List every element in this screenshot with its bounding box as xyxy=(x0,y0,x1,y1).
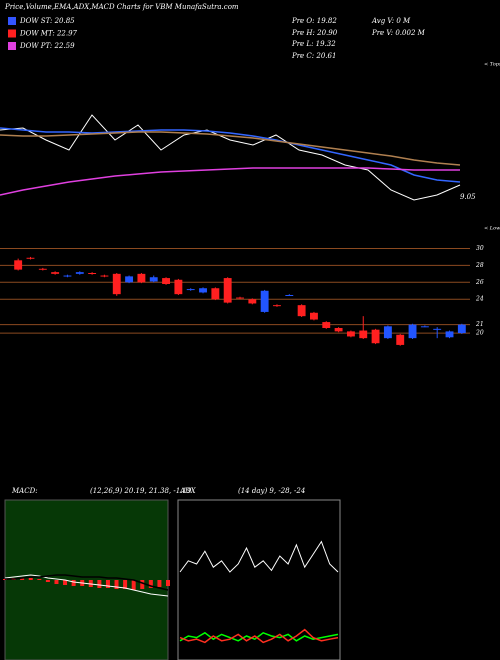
panel-title: MACD: xyxy=(11,487,38,495)
candle-body xyxy=(100,275,109,277)
histogram-bar xyxy=(63,580,68,585)
line xyxy=(4,574,169,597)
annotation: 9.05 xyxy=(460,193,476,201)
histogram-bar xyxy=(131,580,136,590)
candle-body xyxy=(346,331,355,337)
candle-body xyxy=(457,324,466,334)
histogram-bar xyxy=(123,580,128,589)
candle-body xyxy=(162,278,170,284)
y-tick-label: 20 xyxy=(475,330,484,337)
y-tick-label: 30 xyxy=(476,245,484,252)
candle-body xyxy=(211,288,220,300)
legend-label: DOW PT: 22.59 xyxy=(19,42,75,50)
line xyxy=(5,574,169,591)
histogram-bar xyxy=(45,580,50,582)
candle-body xyxy=(433,328,442,330)
histogram-bar xyxy=(105,580,110,588)
candle-body xyxy=(285,295,294,296)
y-tick-label: 24 xyxy=(475,296,484,303)
histogram-bar xyxy=(148,580,153,588)
line xyxy=(0,167,460,196)
histogram-bar xyxy=(140,580,145,589)
legend-label: DOW MT: 22.97 xyxy=(19,30,78,38)
annotation: < Lows xyxy=(484,226,500,232)
panel-subtitle: (14 day) 9, -28, -24 xyxy=(238,487,305,495)
candle-body xyxy=(75,272,84,274)
legend-swatch xyxy=(8,29,16,38)
candle-body xyxy=(38,268,47,270)
line xyxy=(179,540,339,573)
candle-body xyxy=(88,273,97,274)
candle-body xyxy=(420,326,429,328)
histogram-bar xyxy=(97,580,102,588)
histogram-bar xyxy=(114,580,119,589)
stat: Pre C: 20.61 xyxy=(291,52,336,60)
candle-body xyxy=(149,277,158,282)
stat: Pre V: 0.002 M xyxy=(371,29,426,37)
candle-body xyxy=(260,290,269,312)
legend-swatch xyxy=(8,17,16,25)
candle-body xyxy=(359,330,368,339)
candle-body xyxy=(396,334,405,345)
histogram-bar xyxy=(71,580,76,586)
histogram-bar xyxy=(20,578,25,580)
legend-label: DOW ST: 20.85 xyxy=(19,17,75,25)
line xyxy=(0,127,461,183)
candle-body xyxy=(322,322,331,328)
candle-body xyxy=(371,329,380,344)
candle-body xyxy=(408,324,417,339)
candle-body xyxy=(248,299,257,304)
candle-body xyxy=(383,326,392,339)
candle-body xyxy=(445,331,454,338)
histogram-bar xyxy=(157,580,162,587)
candle-body xyxy=(63,275,72,277)
candle-body xyxy=(334,328,343,332)
stat: Pre L: 19.32 xyxy=(291,40,336,48)
candle-body xyxy=(112,273,121,295)
y-tick-label: 21 xyxy=(475,321,484,328)
candle-body xyxy=(174,279,183,295)
chart-title: Price,Volume,EMA,ADX,MACD Charts for VBM… xyxy=(4,3,239,11)
candle-body xyxy=(223,278,232,303)
y-tick-label: 26 xyxy=(475,279,484,286)
histogram-bar xyxy=(28,578,33,580)
line xyxy=(179,631,339,642)
panel-subtitle: (12,26,9) 20.19, 21.38, -1.19 xyxy=(90,487,192,495)
histogram-bar xyxy=(54,580,59,584)
legend-swatch xyxy=(8,42,16,50)
candle-body xyxy=(26,257,35,259)
y-tick-label: 28 xyxy=(475,262,484,269)
candle-body xyxy=(14,260,23,270)
stat: Avg V: 0 M xyxy=(371,17,411,25)
histogram-bar xyxy=(37,579,42,580)
candle-body xyxy=(51,272,60,274)
line xyxy=(0,114,461,201)
candle-body xyxy=(125,276,134,283)
line xyxy=(0,131,461,166)
candle-body xyxy=(297,305,306,317)
panel-title: ADX xyxy=(179,487,197,495)
candle-body xyxy=(137,273,146,283)
candle-body xyxy=(310,312,318,320)
line xyxy=(179,628,339,644)
candle-body xyxy=(236,297,244,299)
annotation: < Tops xyxy=(484,62,500,68)
candle-body xyxy=(186,289,195,291)
stat: Pre H: 20.90 xyxy=(291,29,338,37)
candle-body xyxy=(273,305,281,307)
histogram-bar xyxy=(166,580,170,586)
candle-body xyxy=(199,288,207,293)
stat: Pre O: 19.82 xyxy=(291,17,337,25)
